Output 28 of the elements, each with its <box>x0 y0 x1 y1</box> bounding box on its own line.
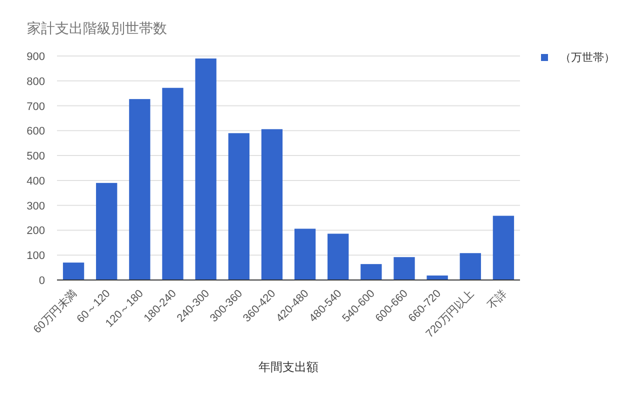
bar <box>195 58 216 280</box>
bar <box>129 99 150 280</box>
bar <box>394 257 415 280</box>
chart-title: 家計支出階級別世帯数 <box>27 20 167 36</box>
y-tick-label: 800 <box>26 76 45 88</box>
bar <box>294 228 316 280</box>
bar <box>460 253 481 280</box>
bar <box>228 133 250 280</box>
y-tick-label: 100 <box>26 250 45 262</box>
y-tick-label: 0 <box>38 275 45 287</box>
bar <box>492 216 514 280</box>
bar <box>426 276 448 280</box>
bar <box>360 264 382 280</box>
y-tick-label: 500 <box>26 150 45 163</box>
bar <box>62 262 84 280</box>
y-tick-label: 200 <box>26 225 45 238</box>
x-axis-title: 年間支出額 <box>258 360 318 374</box>
bar <box>261 129 283 280</box>
x-tick-label: 不詳 <box>484 286 510 312</box>
y-tick-label: 400 <box>26 175 45 188</box>
bar <box>328 234 349 280</box>
y-tick-label: 900 <box>26 51 45 63</box>
y-tick-label: 600 <box>26 126 45 138</box>
legend-label: （万世帯） <box>560 51 615 64</box>
y-tick-label: 700 <box>26 100 45 113</box>
y-tick-label: 300 <box>26 200 45 212</box>
bar <box>96 182 118 280</box>
bar <box>162 88 184 280</box>
